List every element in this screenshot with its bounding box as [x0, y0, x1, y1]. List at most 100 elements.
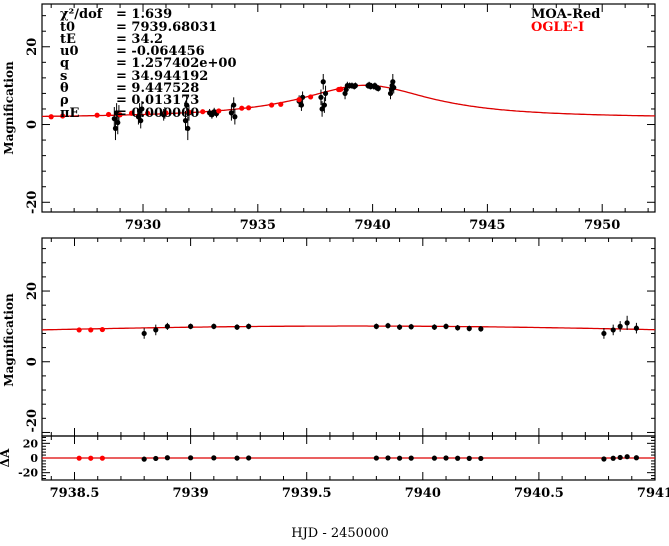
moa-point	[610, 455, 616, 461]
moa-point	[231, 102, 237, 108]
ogle-point	[200, 109, 206, 115]
y-tick-label: 0	[25, 120, 40, 129]
y-tick-label: 0	[30, 452, 38, 465]
moa-point	[391, 84, 397, 91]
overview-panel: 7930 7935 7940 7945 7950 -20 0 20	[25, 3, 656, 233]
y-tick-label: 20	[25, 282, 40, 300]
param-label: θ	[60, 81, 69, 96]
ogle-point	[128, 110, 135, 116]
legend: MOA-Red OGLE-I	[531, 7, 600, 35]
moa-point	[385, 455, 391, 461]
ogle-point	[163, 110, 169, 116]
x-tick-label: 7940	[405, 486, 441, 501]
param-value: = 1.257402e+00	[116, 56, 237, 71]
param-value: = -0.064456	[116, 44, 205, 59]
moa-point	[246, 455, 252, 461]
ogle-point	[278, 101, 284, 107]
param-value: = 9.447528	[116, 81, 199, 96]
moa-point	[141, 456, 147, 462]
ogle-point	[239, 105, 245, 111]
moa-point	[396, 455, 403, 461]
moa-point	[184, 102, 190, 108]
moa-point	[211, 455, 217, 461]
moa-point	[352, 83, 358, 89]
x-tick-label: 7939	[173, 486, 209, 501]
moa-point	[443, 323, 449, 329]
x-tick-label: 7935	[240, 218, 276, 233]
param-value: = 34.944192	[116, 69, 208, 84]
moa-point	[373, 323, 379, 329]
plot-area	[42, 454, 655, 462]
moa-point	[138, 118, 144, 124]
ogle-point	[216, 108, 222, 114]
ogle-point	[76, 327, 82, 333]
x-tick-label: 7945	[469, 218, 505, 233]
moa-point	[298, 102, 305, 108]
moa-point	[188, 323, 194, 329]
ogle-point	[76, 455, 82, 461]
moa-point	[478, 326, 484, 332]
moa-point	[466, 455, 472, 461]
ogle-point	[296, 97, 302, 103]
param-label: χ²/dof	[60, 7, 104, 22]
ogle-point	[99, 326, 105, 333]
residual-axis-label: ΔA	[0, 448, 12, 467]
moa-point	[478, 455, 484, 462]
plot-frame	[41, 237, 656, 437]
moa-point	[617, 323, 623, 329]
param-label: t0	[60, 20, 75, 35]
moa-point	[390, 79, 396, 85]
ogle-point	[338, 86, 344, 92]
y-tick-label: -20	[18, 467, 38, 480]
moa-point	[624, 320, 630, 326]
moa-point	[188, 455, 194, 461]
moa-point	[601, 456, 607, 462]
moa-point	[385, 323, 391, 329]
ogle-point	[88, 327, 94, 333]
y-axis-label: Magnification	[2, 61, 16, 155]
zoom-panel: -20 0 20	[25, 237, 656, 437]
param-value: = 0.000000	[116, 106, 199, 121]
moa-point	[466, 325, 472, 332]
param-value: = 34.2	[116, 32, 163, 47]
moa-point	[246, 323, 252, 329]
moa-point	[601, 330, 607, 337]
model-curve	[42, 325, 655, 331]
ogle-point	[117, 112, 123, 118]
moa-point	[633, 325, 640, 331]
fit-parameters: χ²/dof = 1.639 t0 = 7939.68031 tE = 34.2…	[60, 7, 237, 121]
x-tick-label: 7930	[125, 218, 161, 233]
plot-area	[42, 315, 655, 339]
y-axis-label: Magnification	[2, 293, 16, 387]
x-axis-label: HJD - 2450000	[291, 526, 389, 541]
x-tick-label: 7939.5	[282, 486, 332, 501]
ogle-point	[48, 114, 54, 120]
param-label: πE	[60, 106, 80, 121]
moa-point	[234, 455, 240, 461]
moa-point	[320, 79, 326, 85]
param-value: = 1.639	[116, 7, 172, 22]
ogle-point	[186, 109, 192, 115]
ogle-point	[60, 113, 66, 119]
moa-point	[396, 324, 403, 330]
moa-point	[455, 455, 461, 461]
x-tick-label: 7941	[637, 486, 669, 501]
moa-point	[322, 90, 329, 97]
y-tick-label: 0	[25, 357, 40, 366]
y-tick-label: 20	[23, 437, 39, 450]
moa-point	[182, 118, 189, 124]
param-label: u0	[60, 44, 79, 59]
moa-point	[375, 85, 381, 91]
moa-point	[112, 125, 119, 132]
ogle-point	[268, 102, 275, 108]
moa-point	[431, 324, 438, 330]
legend-entry-moa: MOA-Red	[531, 7, 600, 22]
moa-point	[185, 125, 191, 132]
param-value: = 0.013173	[116, 93, 199, 108]
ogle-point	[99, 455, 105, 461]
legend-entry-ogle: OGLE-I	[531, 20, 584, 35]
moa-point	[617, 454, 623, 461]
y-tick-label: -20	[25, 191, 40, 215]
ogle-point	[94, 112, 100, 118]
